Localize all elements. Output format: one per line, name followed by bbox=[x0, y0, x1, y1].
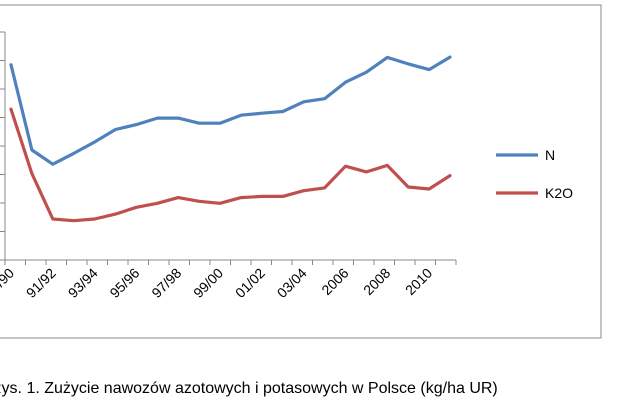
figure-caption: Rys. 1. Zużycie nawozów azotowych i pota… bbox=[0, 380, 498, 397]
legend-label-n: N bbox=[545, 147, 555, 163]
series-lines bbox=[9, 55, 452, 223]
legend-label-k2o: K2O bbox=[545, 185, 573, 201]
legend: N K2O bbox=[496, 147, 573, 201]
series-line-k2o bbox=[9, 107, 452, 223]
chart-frame bbox=[0, 4, 602, 339]
series-line-n bbox=[9, 55, 452, 166]
